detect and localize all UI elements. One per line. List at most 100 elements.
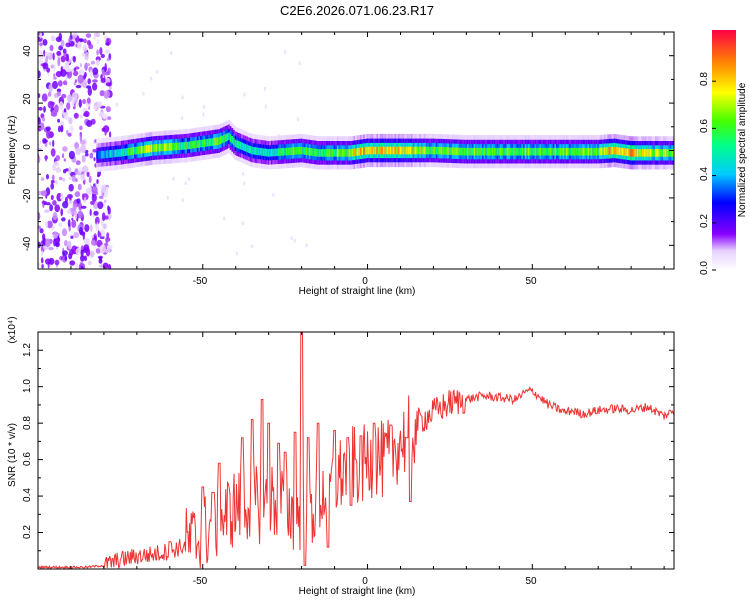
band-cell (162, 143, 165, 152)
band-cell (458, 147, 461, 156)
noise-blob (80, 205, 87, 209)
band-cell (208, 138, 211, 147)
band-cell (628, 148, 631, 157)
noise-blob (58, 176, 63, 181)
band-cell (618, 147, 621, 155)
band-cell (468, 147, 471, 156)
band-cell (546, 147, 549, 156)
noise-blob (70, 235, 74, 239)
band-cell (371, 146, 374, 155)
noise-blob (89, 208, 92, 216)
noise-speck (235, 251, 238, 256)
band-cell (101, 150, 104, 159)
band-cell (376, 146, 379, 155)
band-cell (229, 134, 232, 142)
band-cell (307, 147, 310, 156)
noise-blob (96, 179, 99, 184)
noise-blob (62, 169, 67, 174)
noise-blob (95, 182, 100, 188)
band-cell (361, 147, 364, 155)
noise-speck (305, 243, 308, 248)
band-cell (528, 147, 531, 156)
band-cell (182, 142, 185, 150)
noise-blob (50, 194, 54, 201)
noise-speck (243, 92, 246, 97)
band-cell (313, 148, 316, 157)
noise-blob (42, 39, 48, 46)
noise-blob (87, 86, 93, 96)
band-cell (495, 147, 498, 156)
noise-blob (54, 259, 60, 266)
noise-blob (82, 165, 89, 174)
noise-blob (38, 93, 41, 98)
band-cell (417, 146, 420, 155)
noise-blob (102, 113, 108, 120)
band-cell (345, 149, 348, 157)
band-cell (378, 146, 381, 155)
noise-blob (100, 188, 103, 197)
band-cell (244, 143, 247, 152)
heatmap-y-tick: 40 (22, 45, 33, 57)
band-cell (631, 149, 634, 157)
band-cell (579, 147, 582, 156)
band-cell (213, 137, 216, 146)
band-cell (106, 150, 109, 158)
noise-blob (42, 117, 46, 122)
band-cell (513, 147, 516, 156)
band-cell (264, 148, 267, 157)
band-cell (241, 142, 244, 150)
noise-blob (83, 63, 89, 71)
band-cell (214, 137, 218, 146)
band-cell (341, 149, 344, 157)
noise-blob (103, 199, 107, 203)
noise-blob (65, 74, 68, 82)
noise-blob (38, 50, 43, 54)
noise-blob (75, 248, 81, 256)
noise-blob (60, 124, 64, 133)
snr-y-tick: 0.8 (22, 416, 33, 430)
noise-blob (38, 117, 41, 125)
noise-blob (68, 183, 74, 192)
band-cell (369, 146, 372, 155)
band-cell (272, 148, 275, 157)
band-cell (280, 148, 284, 156)
band-cell (274, 148, 277, 157)
band-cell (547, 147, 550, 156)
noise-blob (74, 210, 78, 220)
snr-panel: -50 0 50 Height of straight line (km) 0.… (7, 316, 675, 597)
noise-blob (105, 106, 111, 113)
noise-blob (66, 69, 73, 79)
band-cell (561, 147, 564, 156)
band-cell (129, 147, 132, 156)
band-cell (626, 148, 630, 157)
band-cell (602, 147, 605, 156)
noise-blob (71, 219, 77, 228)
noise-blob (53, 76, 57, 80)
band-cell (574, 147, 577, 156)
band-cell (193, 140, 196, 149)
noise-blob (93, 210, 99, 216)
noise-speck (142, 91, 145, 96)
band-cell (239, 141, 242, 150)
band-cell (448, 147, 452, 155)
noise-blob (77, 41, 82, 50)
noise-blob (92, 79, 98, 83)
band-cell (473, 147, 476, 156)
band-cell (396, 146, 399, 155)
noise-blob (52, 211, 58, 221)
band-cell (177, 142, 180, 151)
band-cell (483, 147, 486, 156)
noise-speck (290, 236, 293, 240)
band-cell (490, 147, 493, 156)
band-cell (503, 147, 506, 156)
band-cell (122, 148, 125, 157)
band-cell (467, 147, 470, 156)
band-cell (620, 147, 623, 156)
noise-blob (55, 241, 60, 248)
snr-series-line (38, 332, 674, 569)
noise-blob (61, 228, 68, 237)
noise-blob (52, 231, 59, 239)
noise-blob (80, 174, 86, 181)
band-cell (348, 149, 351, 157)
band-cell (435, 146, 438, 155)
